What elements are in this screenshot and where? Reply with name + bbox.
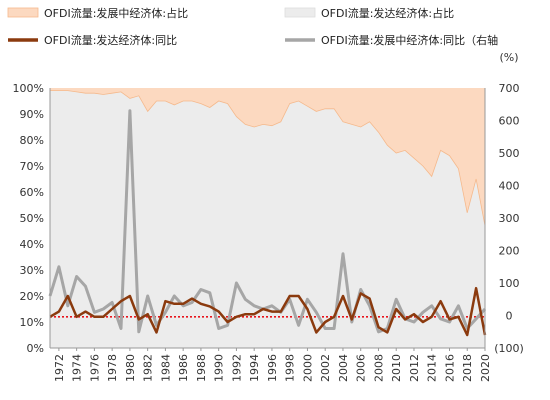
- area-boundary-line: [50, 90, 486, 226]
- line-developed-yoy: [49, 286, 487, 337]
- right-tick-label: 700: [499, 82, 520, 95]
- x-tick-label: 2016: [443, 354, 456, 382]
- x-tick-label: 2006: [355, 354, 368, 382]
- legend-label-developing-yoy: OFDI流量:发展中经济体:同比（右轴: [321, 33, 498, 47]
- right-tick-label: (100): [494, 342, 524, 355]
- x-tick-label: 2012: [408, 354, 421, 382]
- left-tick-label: 100%: [13, 82, 44, 95]
- x-tick-label: 1982: [142, 354, 155, 382]
- x-tick-label: 1978: [106, 354, 119, 382]
- x-tick-label: 1992: [230, 354, 243, 382]
- left-tick-label: 80%: [20, 134, 44, 147]
- area-developed-share: [50, 90, 485, 348]
- legend-label-developed-yoy: OFDI流量:发达经济体:同比: [44, 33, 177, 47]
- left-tick-label: 90%: [20, 108, 44, 121]
- legend-swatch-developed-share: [284, 7, 316, 18]
- legend-swatch-developing-share: [7, 7, 39, 18]
- left-tick-label: 40%: [20, 238, 44, 251]
- legend: OFDI流量:发展中经济体:占比 OFDI流量:发达经济体:占比 OFDI流量:…: [7, 6, 498, 47]
- x-tick-label: 2004: [337, 354, 350, 382]
- right-tick-label: 500: [499, 147, 520, 160]
- left-tick-label: 10%: [20, 316, 44, 329]
- x-tick-label: 1984: [159, 354, 172, 382]
- axes: 0% 10% 20% 30% 40% 50% 60% 70% 80% 90% 100% (100) 0 1…: [13, 82, 524, 382]
- left-tick-label: 30%: [20, 264, 44, 277]
- x-tick-label: 1994: [248, 354, 261, 382]
- left-tick-label: 20%: [20, 290, 44, 303]
- x-tick-label: 1974: [71, 354, 84, 382]
- x-tick-label: 2010: [390, 354, 403, 382]
- yoy-lines: [48, 109, 487, 337]
- legend-label-developed-share: OFDI流量:发达经济体:占比: [321, 6, 454, 20]
- legend-item-developed-yoy: OFDI流量:发达经济体:同比: [8, 33, 177, 47]
- x-tick-label: 1980: [124, 354, 137, 382]
- x-tick-label: 2020: [479, 354, 492, 382]
- legend-item-developing-yoy: OFDI流量:发展中经济体:同比（右轴: [285, 33, 498, 47]
- x-tick-label: 2008: [372, 354, 385, 382]
- right-axis-unit: (%): [499, 51, 518, 64]
- x-tick-label: 2018: [461, 354, 474, 382]
- left-tick-label: 50%: [20, 212, 44, 225]
- line-developing-yoy: [48, 109, 487, 334]
- right-tick-label: 300: [499, 212, 520, 225]
- legend-item-developed-share: OFDI流量:发达经济体:占比: [284, 6, 454, 20]
- left-tick-label: 70%: [20, 160, 44, 173]
- legend-label-developing-share: OFDI流量:发展中经济体:占比: [44, 6, 188, 20]
- x-tick-label: 1996: [266, 354, 279, 382]
- x-tick-label: 1988: [195, 354, 208, 382]
- left-tick-label: 60%: [20, 186, 44, 199]
- right-tick-label: 200: [499, 245, 520, 258]
- x-tick-label: 2014: [426, 354, 439, 382]
- right-tick-label: 0: [506, 310, 513, 323]
- x-tick-label: 2002: [319, 354, 332, 382]
- x-tick-label: 1990: [213, 354, 226, 382]
- right-tick-label: 100: [499, 277, 520, 290]
- x-tick-label: 1972: [53, 354, 66, 382]
- left-tick-label: 0%: [27, 342, 44, 355]
- share-areas: [50, 88, 486, 348]
- x-tick-label: 2000: [301, 354, 314, 382]
- right-tick-label: 400: [499, 180, 520, 193]
- right-tick-label: 600: [499, 115, 520, 128]
- x-tick-label: 1998: [284, 354, 297, 382]
- legend-item-developing-share: OFDI流量:发展中经济体:占比: [7, 6, 188, 20]
- x-tick-label: 1976: [88, 354, 101, 382]
- x-tick-label: 1986: [177, 354, 190, 382]
